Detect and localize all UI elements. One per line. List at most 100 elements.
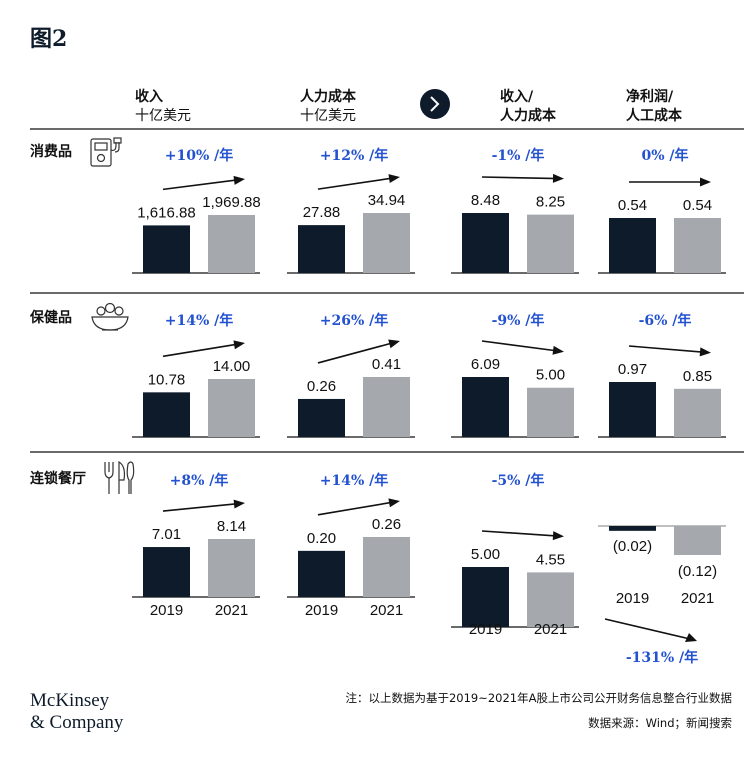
- bar-2019: [298, 398, 345, 437]
- growth-label: 0% /年: [641, 147, 688, 164]
- growth-label: -5% /年: [492, 472, 545, 489]
- bar-2021: [527, 572, 574, 627]
- tick-label: 2019: [469, 621, 502, 638]
- arrow-head: [233, 340, 245, 350]
- growth-label: +26% /年: [320, 312, 389, 329]
- data-label: 8.25: [536, 194, 565, 211]
- tick-label: 2019: [150, 602, 183, 619]
- data-label: 1,616.88: [137, 204, 195, 221]
- growth-label: +14% /年: [320, 472, 389, 489]
- tick-label: 2019: [616, 590, 649, 607]
- growth-label: +10% /年: [165, 147, 234, 164]
- growth-arrow: [481, 176, 559, 180]
- salad-bowl-icon: [91, 302, 129, 331]
- growth-label: -9% /年: [492, 312, 545, 329]
- bar-2021: [527, 387, 574, 437]
- bar-2019: [462, 567, 509, 627]
- data-label: 5.00: [471, 546, 500, 563]
- figure-title: 图2: [30, 26, 67, 52]
- data-label: 7.01: [152, 526, 181, 543]
- data-label: 0.85: [683, 368, 712, 385]
- row-label-restaurant: 连锁餐厅: [30, 470, 86, 487]
- arrow-head: [552, 345, 564, 355]
- arrow-head: [388, 339, 400, 349]
- arrow-head: [233, 175, 245, 185]
- arrow-head: [700, 177, 711, 187]
- bar-2019: [462, 213, 509, 273]
- data-label: 0.26: [307, 378, 336, 395]
- data-label: 0.26: [372, 516, 401, 533]
- data-label: 27.88: [303, 204, 341, 221]
- growth-arrow: [317, 341, 395, 364]
- growth-arrow: [317, 501, 395, 516]
- data-label: (0.12): [678, 563, 717, 580]
- bar-2019: [143, 392, 190, 437]
- logo-line2: & Company: [30, 712, 124, 733]
- phone-icon: [90, 137, 122, 167]
- bar-2021: [674, 526, 721, 555]
- logo-line1: McKinsey: [30, 690, 110, 711]
- growth-arrow: [317, 177, 395, 190]
- bar-2019: [143, 547, 190, 597]
- bar-2019: [609, 526, 656, 531]
- data-label: 0.54: [618, 197, 647, 214]
- bar-2019: [609, 382, 656, 437]
- bar-2021: [527, 214, 574, 273]
- panels: 1,616.88 1,969.88 +10% /年 27.88 34.94 +12% /年…: [132, 147, 726, 666]
- tick-label: 2019: [305, 602, 338, 619]
- arrow-head: [233, 499, 245, 509]
- bar-2019: [298, 550, 345, 597]
- growth-arrow: [628, 345, 706, 354]
- bar-2021: [208, 379, 255, 437]
- data-label: 5.00: [536, 367, 565, 384]
- arrow-head: [685, 633, 697, 642]
- data-label: 14.00: [213, 358, 251, 375]
- bar-2021: [674, 218, 721, 273]
- header-revenue-line1: 收入: [135, 88, 163, 105]
- bar-2021: [363, 377, 410, 437]
- growth-arrow: [162, 502, 240, 512]
- growth-label: -6% /年: [639, 312, 692, 329]
- tick-label: 2021: [370, 602, 403, 619]
- row-label-consumer: 消费品: [30, 143, 72, 160]
- header-profit-line2: 人工成本: [626, 107, 683, 124]
- chevron-right-icon: [420, 89, 450, 119]
- arrow-head: [552, 173, 564, 183]
- data-label: 0.54: [683, 197, 712, 214]
- header-ratio-line2: 人力成本: [500, 107, 557, 124]
- data-label: 6.09: [471, 356, 500, 373]
- data-label: 8.14: [217, 518, 246, 535]
- footer-note: 注：以上数据为基于2019~2021年A股上市公司公开财务信息整合行业数据: [345, 691, 732, 705]
- growth-arrow: [481, 340, 559, 352]
- growth-arrow: [162, 343, 240, 358]
- growth-label: +14% /年: [165, 312, 234, 329]
- arrow-head: [388, 498, 400, 508]
- data-label: 1,969.88: [202, 194, 260, 211]
- footer-source: 数据来源：Wind；新闻搜索: [588, 716, 732, 730]
- growth-label: -1% /年: [492, 147, 545, 164]
- bar-2021: [363, 213, 410, 273]
- growth-arrow: [604, 618, 691, 640]
- header-labor-line2: 十亿美元: [300, 108, 356, 124]
- data-label: 8.48: [471, 192, 500, 209]
- growth-arrow: [481, 530, 559, 537]
- arrow-head: [552, 531, 564, 541]
- row-label-health: 保健品: [29, 309, 72, 326]
- tick-label: 2021: [215, 602, 248, 619]
- tick-label: 2021: [534, 621, 567, 638]
- bar-2019: [143, 225, 190, 273]
- arrow-head: [699, 347, 711, 357]
- cutlery-icon: [104, 460, 135, 494]
- bar-2021: [208, 215, 255, 273]
- bar-2021: [363, 537, 410, 597]
- growth-arrow: [162, 178, 240, 191]
- data-label: 34.94: [368, 192, 406, 209]
- growth-label: -131% /年: [626, 649, 698, 666]
- header-labor-line1: 人力成本: [300, 88, 357, 105]
- data-label: 0.97: [618, 361, 647, 378]
- data-label: 4.55: [536, 551, 565, 568]
- bar-2019: [298, 225, 345, 273]
- bar-2019: [609, 218, 656, 273]
